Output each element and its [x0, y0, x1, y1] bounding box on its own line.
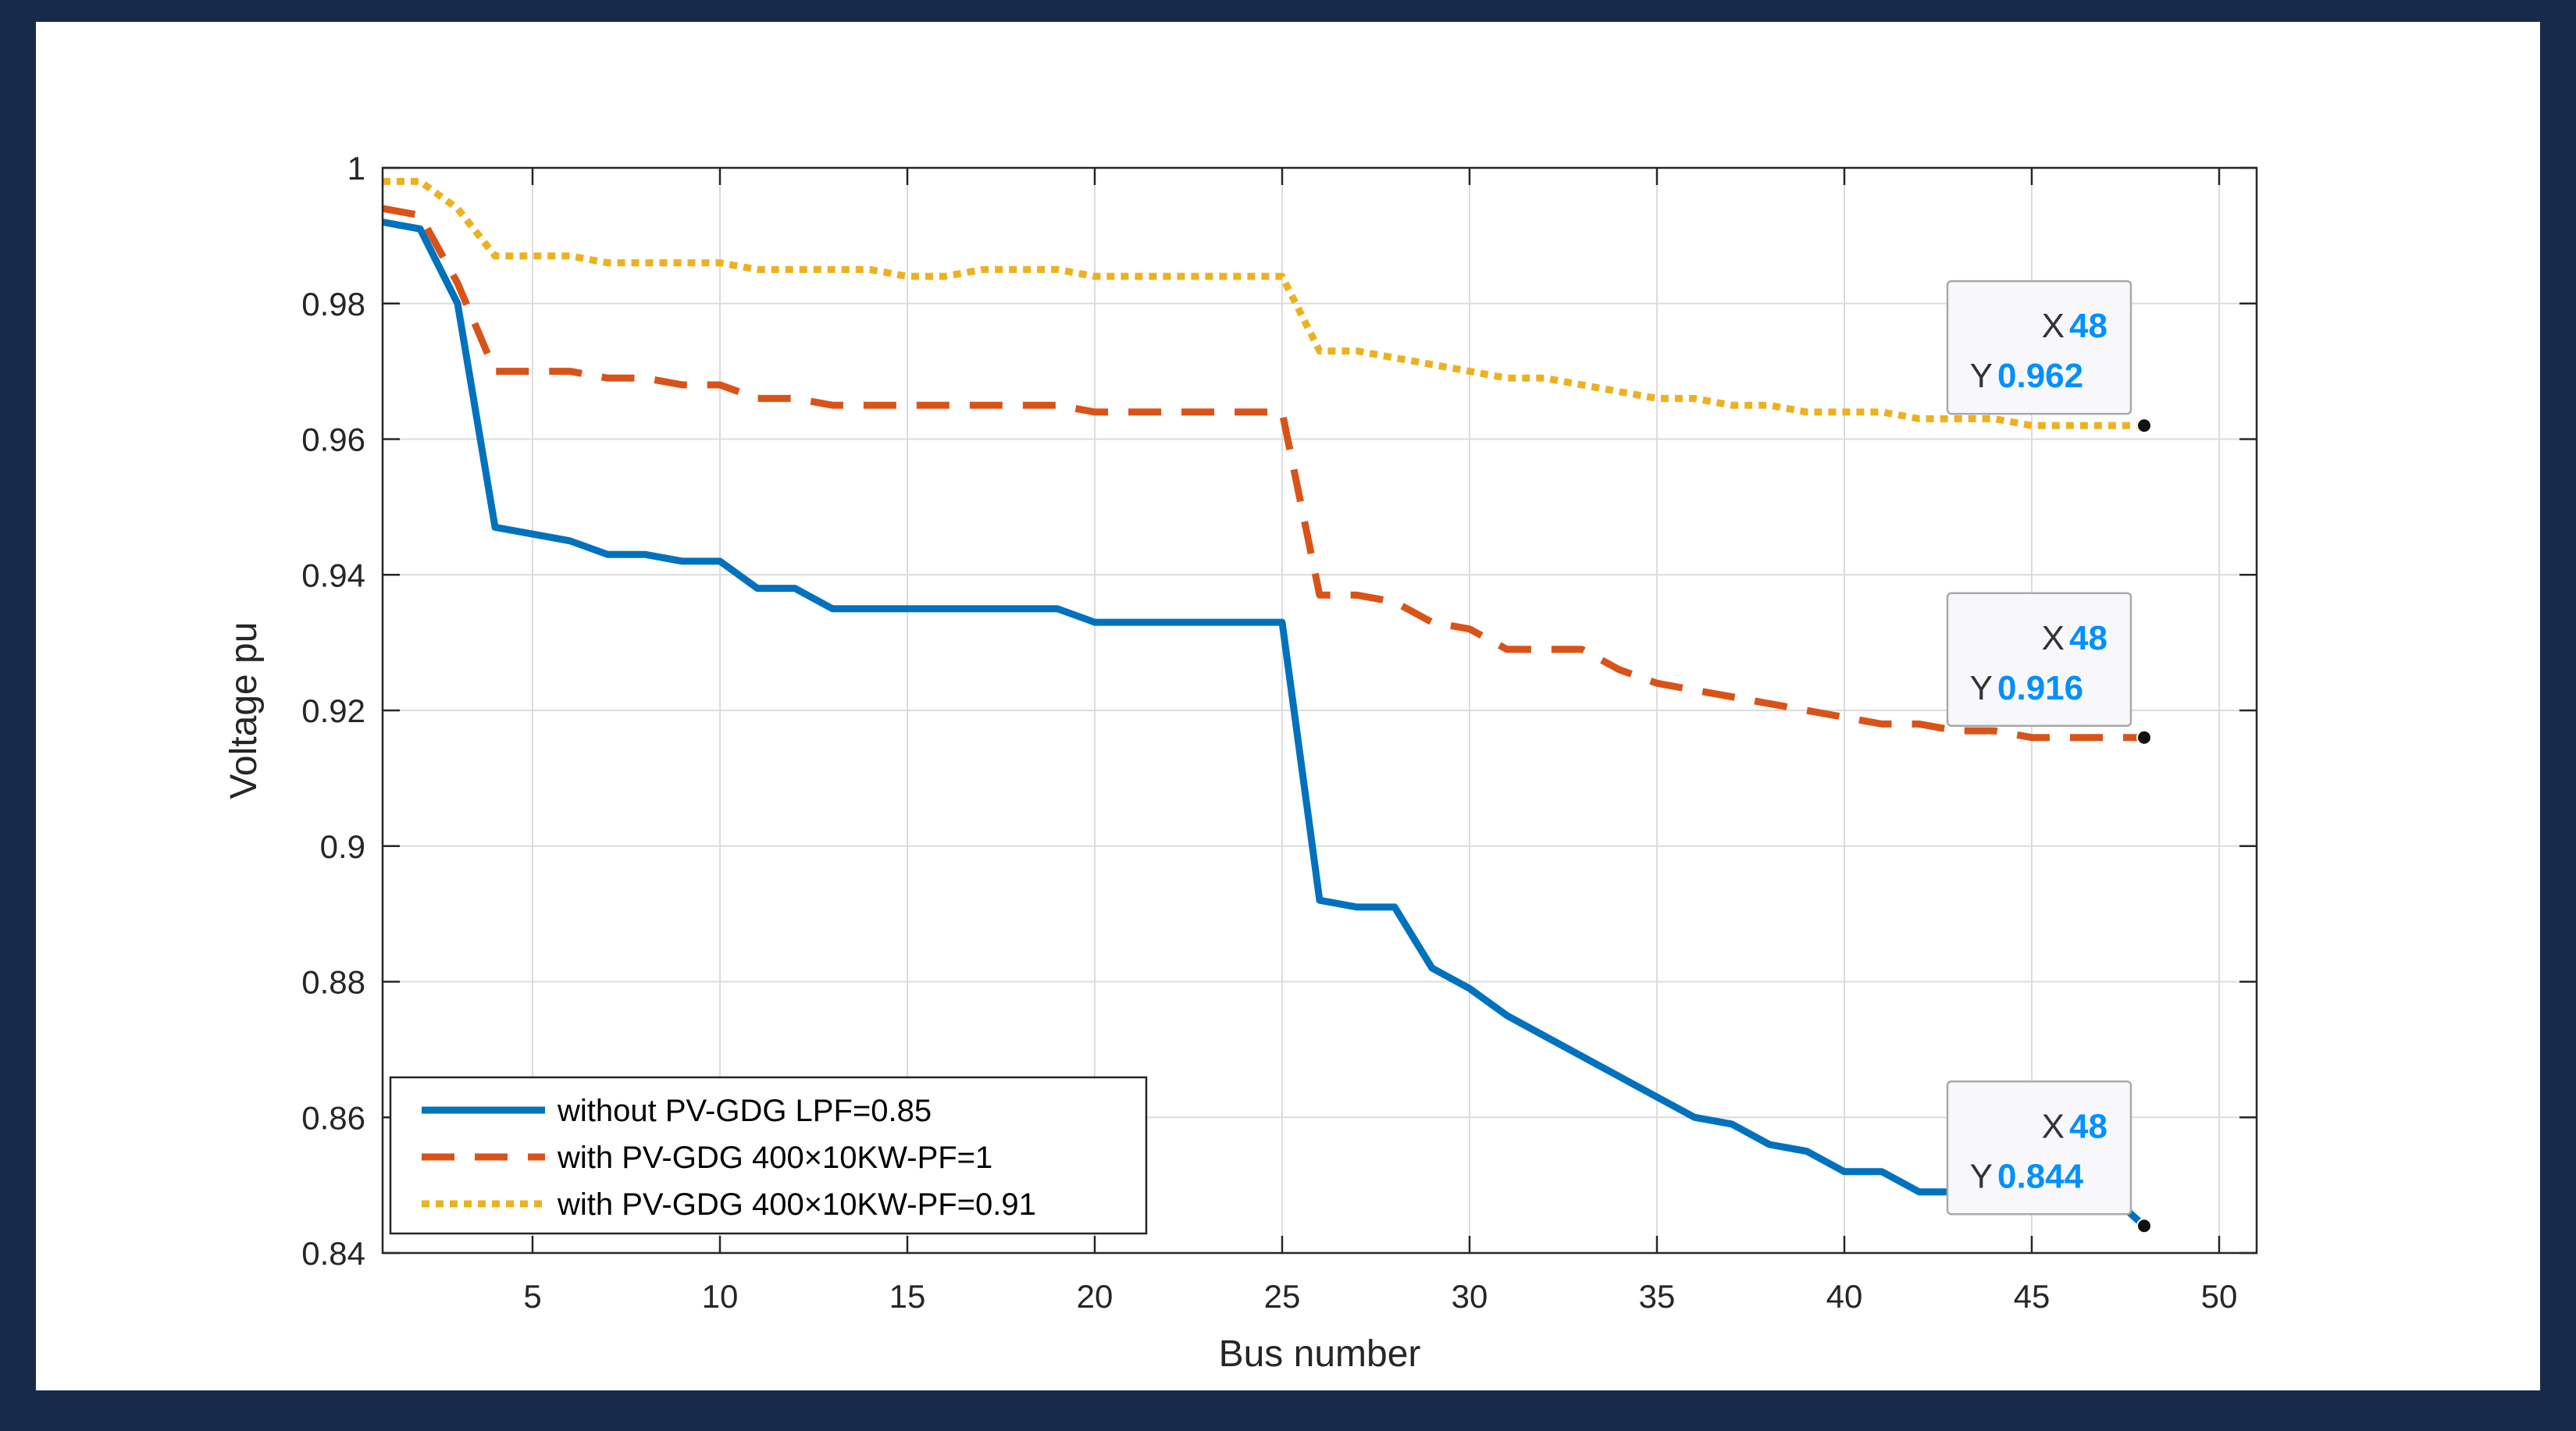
y-tick-label: 0.86 — [301, 1099, 365, 1136]
x-axis-ticks: 5 10 15 20 25 30 35 40 45 50 — [523, 168, 2237, 1315]
datatip-y-key: Y — [1970, 669, 1993, 707]
datatip-box — [1946, 1080, 2132, 1216]
legend-box — [389, 1076, 1148, 1235]
x-tick-label: 30 — [1452, 1278, 1488, 1315]
x-tick-label: 45 — [2014, 1278, 2050, 1315]
x-tick-label: 50 — [2201, 1278, 2238, 1315]
datatip-y-key: Y — [1970, 357, 1993, 395]
y-tick-label: 0.94 — [301, 557, 365, 593]
datatip-box — [1946, 592, 2132, 727]
y-tick-label: 0.96 — [301, 422, 365, 458]
x-tick-label: 25 — [1264, 1278, 1301, 1315]
datatip-y-key: Y — [1970, 1157, 1993, 1195]
datatip-x-value: 48 — [2069, 307, 2107, 345]
y-axis-label: Voltage pu — [223, 622, 265, 799]
legend-label-1: without PV-GDG LPF=0.85 — [557, 1094, 932, 1128]
y-tick-label: 0.98 — [301, 286, 365, 322]
y-tick-label: 0.88 — [301, 964, 365, 1001]
y-tick-label: 1 — [347, 150, 365, 187]
x-tick-label: 35 — [1639, 1278, 1676, 1315]
datatip-marker — [2136, 1218, 2152, 1234]
y-tick-label: 0.84 — [301, 1235, 365, 1272]
datatip-marker — [2136, 418, 2152, 434]
series-line-2 — [382, 205, 2144, 742]
x-tick-label: 15 — [889, 1278, 926, 1315]
datatip-x-value: 48 — [2069, 1107, 2107, 1145]
datatip-x-key: X — [2042, 307, 2065, 345]
x-tick-label: 5 — [523, 1278, 541, 1315]
datatip-x-key: X — [2042, 619, 2065, 657]
datatip-x-key: X — [2042, 1107, 2065, 1145]
datatip-x-value: 48 — [2069, 619, 2107, 657]
datatip-y-value: 0.844 — [1997, 1157, 2084, 1195]
series-line-3 — [383, 177, 2144, 429]
x-axis-label: Bus number — [1219, 1333, 1421, 1375]
y-tick-label: 0.92 — [301, 692, 365, 729]
legend[interactable]: without PV-GDG LPF=0.85 with PV-GDG 400×1… — [389, 1076, 1148, 1235]
series-lines — [382, 177, 2147, 1229]
datatip-box — [1946, 279, 2132, 415]
y-tick-label: 0.9 — [320, 828, 365, 865]
y-axis-ticks: 0.84 0.86 0.88 0.9 0.92 0.94 0.96 0.98 1 — [301, 150, 2257, 1272]
legend-label-3: with PV-GDG 400×10KW-PF=0.91 — [557, 1187, 1036, 1222]
x-tick-label: 40 — [1826, 1278, 1863, 1315]
datatip-y-value: 0.962 — [1997, 357, 2083, 395]
series-line-1 — [382, 219, 2147, 1229]
x-tick-label: 20 — [1077, 1278, 1113, 1315]
legend-label-2: with PV-GDG 400×10KW-PF=1 — [557, 1141, 992, 1175]
datatip-marker — [2136, 729, 2152, 746]
x-tick-label: 10 — [702, 1278, 739, 1315]
plot-box — [381, 166, 2258, 1255]
datatip-y-value: 0.916 — [1997, 669, 2083, 707]
